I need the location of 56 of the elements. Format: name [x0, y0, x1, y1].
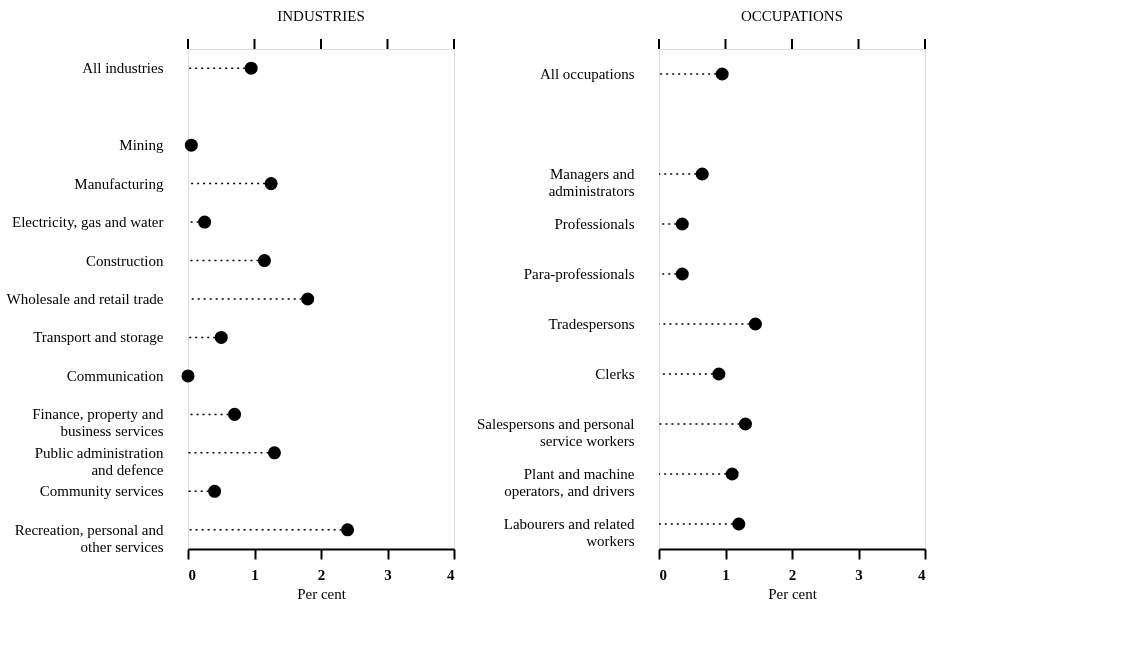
- point: [715, 67, 729, 81]
- point: [257, 254, 271, 268]
- y-tick-label: Community services: [39, 483, 164, 500]
- point: [228, 407, 242, 421]
- x-tick-label: 4: [918, 566, 926, 583]
- x-tick-label: 1: [722, 566, 730, 583]
- y-tick-label: Recreation, personal and other services: [14, 521, 164, 555]
- x-tick-label: 4: [447, 566, 455, 583]
- x-tick-label: 3: [855, 566, 863, 583]
- x-axis-title: Per cent: [768, 585, 818, 602]
- y-tick-label: Professionals: [554, 216, 635, 232]
- point: [244, 61, 258, 75]
- y-tick-label: Manufacturing: [74, 175, 164, 192]
- point: [732, 517, 746, 531]
- x-tick-label: 1: [251, 566, 259, 583]
- y-tick-label: Electricity, gas and water: [12, 214, 164, 231]
- point: [675, 267, 689, 281]
- y-tick-label: Plant and machine operators, and drivers: [504, 466, 635, 499]
- y-tick-label: Mining: [119, 137, 164, 154]
- point: [341, 523, 355, 537]
- point: [712, 367, 726, 381]
- y-tick-label: Public administration and defence: [34, 444, 164, 478]
- y-tick-label: Wholesale and retail trade: [6, 291, 164, 307]
- y-tick-label: Construction: [86, 252, 164, 269]
- point: [695, 167, 709, 181]
- y-tick-label: Tradespersons: [548, 316, 635, 332]
- point: [181, 369, 195, 383]
- point: [725, 467, 739, 481]
- x-tick-label: 2: [788, 566, 797, 583]
- y-tick-label: All industries: [82, 60, 164, 77]
- point: [214, 330, 228, 344]
- y-tick-label: Para-professionals: [523, 266, 635, 282]
- point: [301, 292, 315, 306]
- y-tick-label: Salespersons and personal service workers: [477, 416, 635, 449]
- x-tick-label: 0: [188, 566, 196, 583]
- point: [738, 417, 752, 431]
- chart-title: INDUSTRIES: [277, 8, 365, 24]
- point: [184, 138, 198, 152]
- point: [264, 177, 278, 191]
- y-tick-label: Transport and storage: [33, 329, 164, 346]
- y-tick-label: Managers and administrators: [548, 166, 635, 199]
- point: [675, 217, 689, 231]
- y-tick-label: Communication: [66, 367, 164, 384]
- point: [267, 446, 281, 460]
- point: [198, 215, 212, 229]
- x-tick-label: 0: [659, 566, 667, 583]
- x-tick-label: 2: [317, 566, 326, 583]
- chart-title: OCCUPATIONS: [741, 8, 843, 24]
- y-tick-label: Clerks: [595, 366, 635, 382]
- y-tick-label: Finance, property and business services: [32, 406, 164, 440]
- x-tick-label: 3: [384, 566, 392, 583]
- y-tick-label: Labourers and related workers: [503, 516, 635, 549]
- point: [748, 317, 762, 331]
- x-axis-title: Per cent: [297, 585, 347, 602]
- point: [208, 484, 222, 498]
- y-tick-label: All occupations: [539, 66, 635, 82]
